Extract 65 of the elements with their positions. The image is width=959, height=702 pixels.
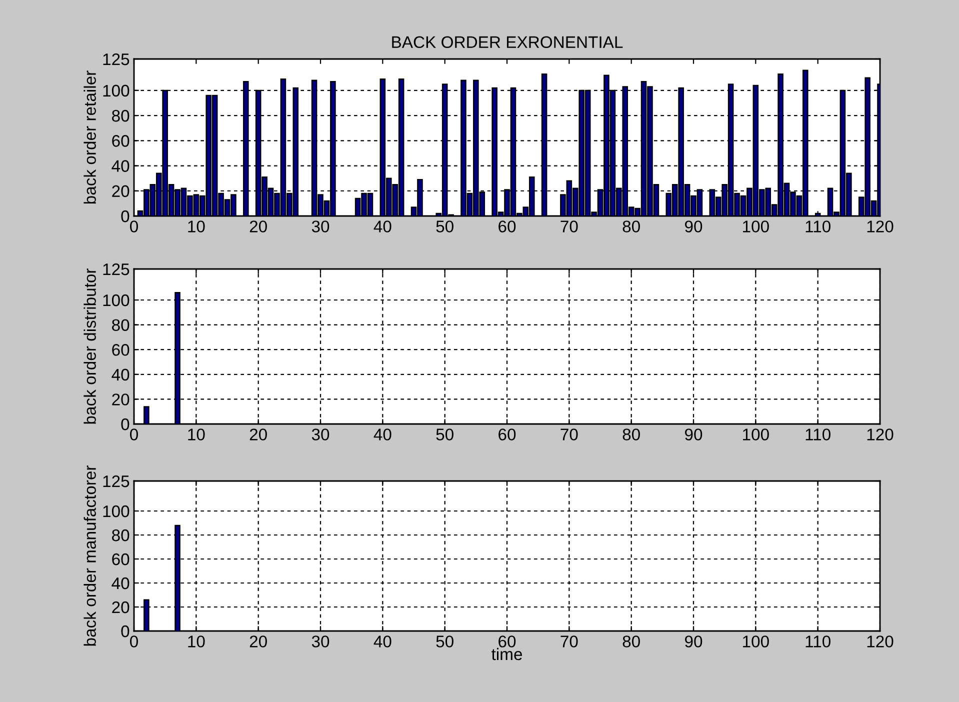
y-tick-label: 0 [121, 210, 130, 222]
x-tick-label: 110 [806, 220, 830, 232]
x-tick-label: 40 [374, 428, 392, 440]
y-tick-label: 100 [103, 505, 130, 518]
x-tick-label: 0 [130, 636, 138, 648]
x-tick-label: 100 [743, 428, 769, 440]
x-tick-label: 110 [806, 428, 830, 440]
y-tick-label: 0 [121, 418, 130, 430]
y-tick-label: 20 [112, 185, 130, 198]
y-tick-label: 40 [112, 160, 130, 172]
x-tick-label: 80 [622, 636, 640, 648]
y-tick-label: 100 [103, 294, 130, 306]
x-tick-label: 110 [806, 636, 830, 648]
x-tick-label: 30 [312, 636, 330, 648]
x-tick-label: 60 [498, 636, 516, 648]
x-tick-label: 50 [436, 636, 454, 648]
y-tick-label: 125 [103, 53, 130, 66]
x-tick-label: 70 [560, 636, 578, 648]
y-tick-label: 40 [112, 577, 130, 590]
x-tick-label: 30 [312, 220, 330, 232]
x-tick-label: 20 [250, 428, 267, 440]
x-tick-label: 80 [622, 428, 640, 440]
x-tick-label: 10 [188, 428, 205, 440]
y-axis-title: back order distributor [84, 268, 96, 424]
x-tick-label: 120 [867, 220, 894, 232]
x-tick-label: 120 [867, 636, 894, 648]
x-tick-label: 60 [498, 220, 516, 232]
y-axis-title: back order manufactorer [84, 465, 96, 646]
x-tick-label: 90 [685, 220, 702, 232]
x-tick-label: 80 [622, 220, 640, 232]
chart-title: BACK ORDER EXRONENTIAL [392, 36, 623, 48]
y-tick-label: 0 [121, 625, 130, 638]
x-tick-label: 0 [130, 220, 138, 232]
y-tick-label: 60 [112, 553, 130, 566]
y-tick-label: 125 [103, 475, 130, 488]
x-tick-label: 100 [743, 220, 769, 232]
x-axis-title: time [492, 648, 522, 660]
y-tick-label: 60 [112, 135, 130, 147]
x-tick-label: 40 [374, 220, 392, 232]
y-tick-label: 40 [112, 368, 130, 381]
y-tick-label: 100 [103, 84, 130, 97]
x-tick-label: 0 [130, 428, 138, 440]
x-tick-label: 70 [560, 428, 578, 440]
y-tick-label: 20 [112, 601, 130, 614]
y-tick-label: 80 [112, 319, 130, 332]
x-tick-label: 10 [188, 636, 205, 648]
x-tick-label: 120 [867, 428, 894, 440]
x-tick-label: 70 [560, 220, 578, 232]
x-tick-label: 20 [250, 636, 267, 648]
x-tick-label: 60 [498, 428, 516, 440]
x-tick-label: 90 [685, 428, 702, 440]
x-tick-label: 10 [188, 220, 205, 232]
x-tick-label: 50 [436, 220, 454, 232]
y-tick-label: 80 [112, 529, 130, 542]
x-tick-label: 100 [743, 636, 769, 648]
x-tick-label: 20 [250, 220, 267, 232]
x-tick-label: 50 [436, 428, 454, 440]
x-tick-label: 90 [685, 636, 702, 648]
y-tick-label: 20 [112, 394, 130, 406]
x-tick-label: 30 [312, 428, 330, 440]
y-axis-title: back order retailer [84, 70, 96, 204]
x-tick-label: 40 [374, 636, 392, 648]
y-tick-label: 60 [112, 344, 130, 356]
y-tick-label: 80 [112, 110, 130, 122]
y-tick-label: 125 [103, 263, 130, 276]
